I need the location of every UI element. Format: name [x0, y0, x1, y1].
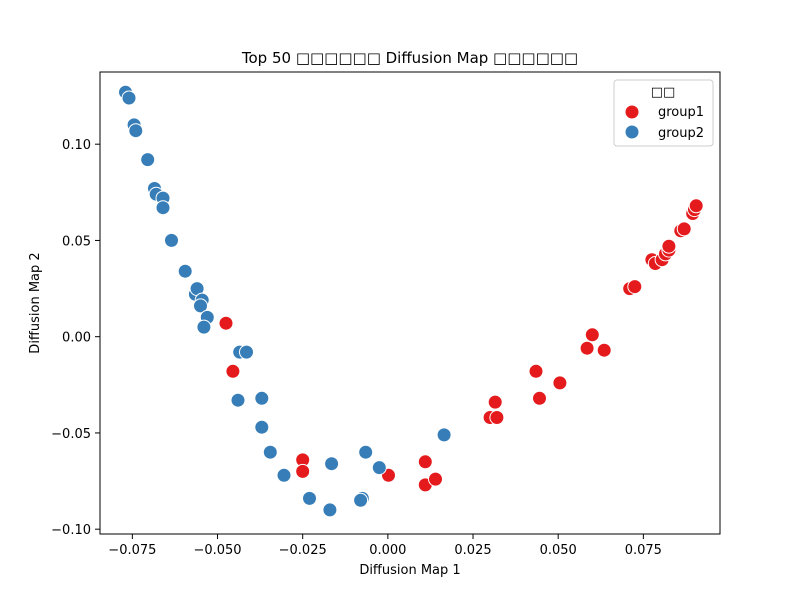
data-point-group2: [230, 392, 246, 408]
data-point-group2: [358, 444, 374, 460]
y-axis: −0.10 −0.05 0.00 0.05 0.10: [51, 138, 100, 538]
data-point-group1: [225, 363, 241, 379]
legend-label-group2: group2: [658, 126, 704, 141]
data-point-group1: [661, 238, 677, 254]
x-tick-label: 0.025: [454, 543, 491, 558]
data-point-group2: [177, 263, 193, 279]
x-tick-label: 0.075: [625, 543, 662, 558]
data-point-group2: [196, 319, 212, 335]
data-point-group2: [371, 460, 387, 476]
data-point-group2: [193, 298, 208, 314]
chart-title: Top 50 □□□□□□ Diffusion Map □□□□□□: [241, 49, 578, 67]
data-point-group1: [295, 463, 311, 479]
x-tick-label: 0.000: [369, 543, 406, 558]
data-point-group2: [322, 502, 338, 518]
plot-frame: [99, 71, 721, 535]
data-point-group1: [627, 279, 643, 295]
data-point-group2: [128, 123, 144, 139]
y-tick-label: 0.10: [62, 138, 91, 153]
legend: □□ group1 group2: [613, 79, 714, 147]
data-point-group2: [276, 467, 292, 483]
data-point-group2: [164, 232, 179, 248]
x-tick-label: 0.050: [540, 543, 577, 558]
x-tick-label: −0.050: [193, 543, 241, 558]
data-point-group1: [532, 390, 547, 406]
legend-marker-group2: [624, 124, 640, 140]
data-point-group1: [489, 410, 505, 425]
y-tick-label: 0.05: [62, 234, 91, 249]
data-point-group1: [584, 327, 600, 343]
x-tick-label: −0.025: [279, 543, 327, 558]
x-axis: −0.075 −0.050 −0.025 0.000 0.025 0.050 0.075: [108, 534, 662, 558]
data-point-group1: [676, 221, 692, 237]
x-axis-label: Diffusion Map 1: [359, 563, 460, 578]
data-point-group1: [417, 454, 433, 470]
legend-label-group1: group1: [658, 105, 704, 120]
data-point-group1: [688, 198, 704, 214]
data-point-group1: [428, 471, 443, 487]
data-point-group1: [528, 363, 544, 379]
y-tick-label: −0.05: [51, 427, 91, 442]
data-point-group2: [254, 419, 270, 435]
legend-title: □□: [651, 85, 676, 100]
data-point-group1: [596, 342, 612, 358]
data-point-group2: [262, 444, 278, 460]
data-point-group2: [254, 390, 270, 406]
data-point-group2: [353, 492, 369, 508]
data-point-group2: [140, 152, 156, 168]
y-tick-label: 0.00: [62, 331, 91, 346]
data-point-group2: [324, 456, 340, 472]
data-point-group2: [302, 490, 317, 506]
data-point-group1: [487, 394, 503, 410]
y-axis-label: Diffusion Map 2: [28, 252, 43, 353]
y-tick-label: −0.10: [51, 523, 91, 538]
data-point-group2: [239, 344, 254, 360]
plot-points: [118, 84, 704, 518]
data-point-group1: [552, 375, 568, 391]
legend-marker-group1: [624, 104, 640, 120]
data-point-group2: [155, 200, 171, 216]
data-point-group2: [121, 90, 137, 106]
data-point-group1: [579, 340, 595, 356]
x-tick-label: −0.075: [108, 543, 156, 558]
data-point-group2: [436, 427, 452, 443]
data-point-group1: [218, 315, 234, 331]
